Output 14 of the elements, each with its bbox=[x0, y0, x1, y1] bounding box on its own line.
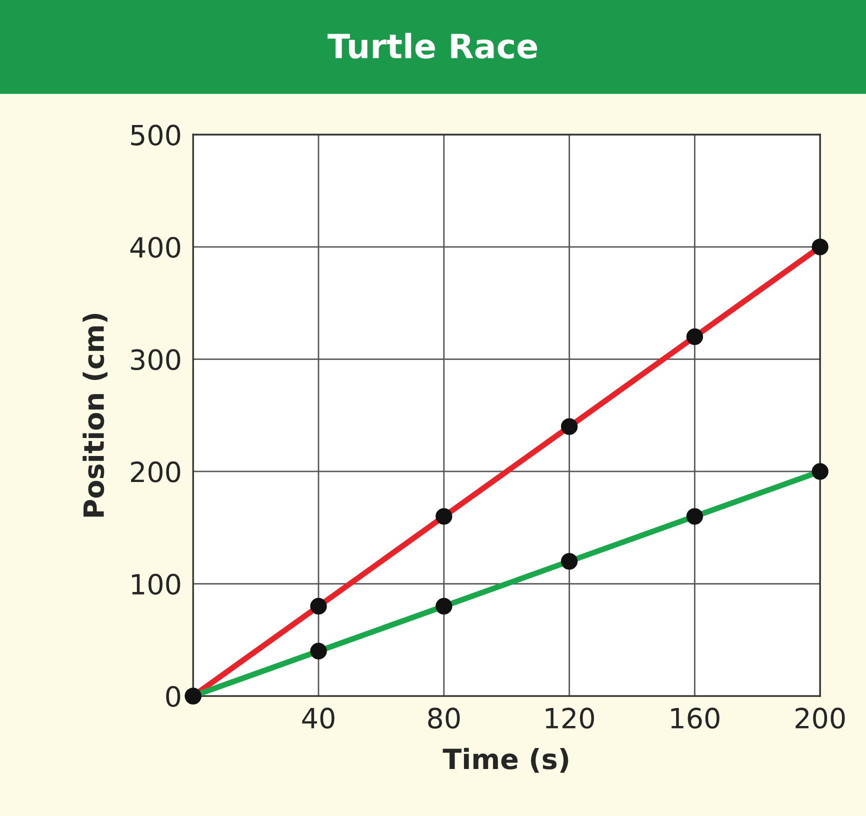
chart-title: Turtle Race bbox=[327, 32, 538, 59]
x-tick-label: 80 bbox=[428, 708, 460, 729]
x-tick-label: 160 bbox=[671, 708, 720, 729]
y-tick-label: 300 bbox=[131, 349, 180, 370]
y-tick-label: 400 bbox=[130, 236, 180, 258]
y-axis-title: Position (cm) bbox=[82, 314, 108, 517]
y-tick-label: 500 bbox=[131, 124, 180, 146]
y-tick-label: 200 bbox=[131, 461, 180, 482]
x-axis-title: Time (s) bbox=[442, 748, 568, 773]
x-tick-label: 120 bbox=[546, 708, 594, 729]
y-tick-label: 100 bbox=[132, 574, 180, 595]
x-tick-label: 200 bbox=[796, 708, 845, 729]
y-tick-label: 0 bbox=[166, 686, 180, 707]
x-tick-label: 40 bbox=[302, 708, 334, 729]
